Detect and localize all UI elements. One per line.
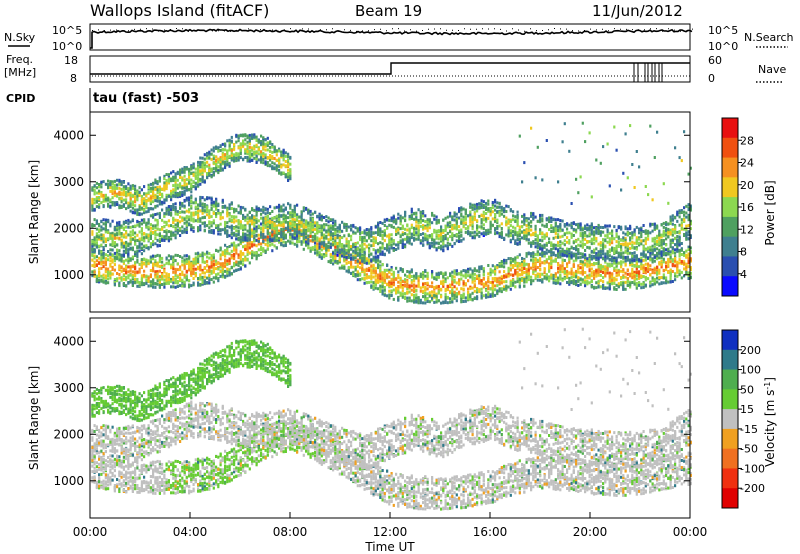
power-colorbar: 4 8 12 16 20 24 28 (721, 117, 754, 297)
tick-left-top-hi: 10^5 (52, 24, 82, 37)
power-cbar-tick: 28 (740, 134, 754, 147)
colorbar-swatch (722, 488, 738, 509)
colorbar-swatch (722, 389, 738, 410)
colorbar-swatch (722, 349, 738, 371)
ytick-label: 4000 (53, 128, 84, 142)
freq-trace (90, 62, 690, 75)
velocity-cbar-tick: 100 (740, 364, 761, 377)
velocity-cbar-tick: -200 (740, 482, 765, 495)
ytick-label: 1000 (53, 474, 84, 488)
tick-left-top-lo: 10^0 (52, 40, 82, 53)
power-cbar-tick: 12 (740, 223, 754, 236)
colorbar-swatch (722, 468, 738, 489)
tick-nave-lo: 0 (708, 72, 715, 85)
xtick-label: 08:00 (273, 525, 308, 539)
power-yticks: 1000 2000 3000 4000 (53, 128, 690, 282)
power-cbar-tick: 8 (740, 246, 747, 259)
colorbar-swatch (722, 197, 738, 218)
nsearch-trace (92, 28, 693, 32)
velocity-cbar-tick: -100 (740, 462, 765, 475)
xtick-label: 16:00 (473, 525, 508, 539)
colorbar-swatch (722, 369, 738, 390)
velocity-cbar-tick: -50 (740, 443, 758, 456)
colorbar-swatch (722, 216, 738, 238)
nsky-trace (90, 28, 693, 49)
beam-label: Beam 19 (355, 2, 422, 20)
time-xticks: 00:00 04:00 08:00 12:00 16:00 20:00 00:00 (73, 512, 708, 539)
ytick-label: 2000 (53, 427, 84, 441)
ytick-label: 3000 (53, 175, 84, 189)
colorbar-swatch (722, 409, 738, 430)
colorbar-swatch (722, 236, 738, 257)
velocity-cbar-tick: 200 (740, 344, 761, 357)
ytick-label: 1000 (53, 268, 84, 282)
freq-label: Freq. (6, 53, 33, 66)
time-xlabel: Time UT (364, 540, 415, 554)
colorbar-swatch (722, 448, 738, 469)
ytick-label: 4000 (53, 334, 84, 348)
colorbar-swatch (722, 330, 738, 351)
colorbar-swatch (722, 276, 738, 297)
noise-strip-frame (89, 23, 691, 51)
plot-title: Wallops Island (fitACF) (90, 1, 269, 20)
colorbar-swatch (722, 177, 738, 198)
power-ylabel: Slant Range [km] (27, 160, 41, 264)
velocity-ylabel: Slant Range [km] (27, 366, 41, 470)
power-data (91, 121, 692, 305)
freq-unit: [MHz] (4, 66, 36, 79)
xtick-label: 12:00 (373, 525, 408, 539)
tick-freq-hi: 18 (64, 54, 78, 67)
cpid-label: CPID (6, 92, 35, 105)
xtick-label: 00:00 (73, 525, 108, 539)
xtick-label: 20:00 (573, 525, 608, 539)
nsearch-label: N.Search (744, 31, 794, 44)
power-panel: 1000 2000 3000 4000 Slant Range [km] (27, 111, 692, 313)
freq-strip-frame (89, 55, 691, 83)
power-cbar-tick: 16 (740, 201, 754, 214)
colorbar-swatch (722, 428, 738, 450)
colorbar-swatch (722, 256, 738, 277)
xtick-label: 00:00 (673, 525, 708, 539)
power-colorbar-label: Power [dB] (763, 180, 777, 245)
tick-right-top-hi: 10^5 (708, 24, 738, 37)
colorbar-swatch (722, 137, 738, 159)
date-label: 11/Jun/2012 (592, 2, 683, 20)
tick-nave-hi: 60 (708, 54, 722, 67)
velocity-cbar-tick: 15 (740, 403, 754, 416)
velocity-data (91, 327, 692, 511)
ytick-label: 2000 (53, 221, 84, 235)
nave-label: Nave (758, 63, 786, 76)
power-cbar-tick: 24 (740, 157, 754, 170)
velocity-cbar-tick: -15 (740, 423, 758, 436)
velocity-colorbar-label: Velocity [m s-1] (763, 377, 778, 467)
nave-spikes (633, 63, 663, 82)
velocity-yticks: 1000 2000 3000 4000 (53, 334, 690, 488)
colorbar-swatch (722, 118, 738, 139)
ytick-label: 3000 (53, 381, 84, 395)
power-cbar-tick: 20 (740, 179, 754, 192)
velocity-cbar-tick: 50 (740, 383, 754, 396)
nsky-label: N.Sky (4, 31, 36, 44)
colorbar-swatch (722, 157, 738, 178)
tick-freq-lo: 8 (70, 72, 77, 85)
power-cbar-tick: 4 (740, 268, 747, 281)
velocity-colorbar: 200 100 50 15 -15 -50 -100 -200 (721, 329, 765, 509)
cpid-value: tau (fast) -503 (93, 91, 199, 106)
xtick-label: 04:00 (173, 525, 208, 539)
tick-right-top-lo: 10^0 (708, 40, 738, 53)
